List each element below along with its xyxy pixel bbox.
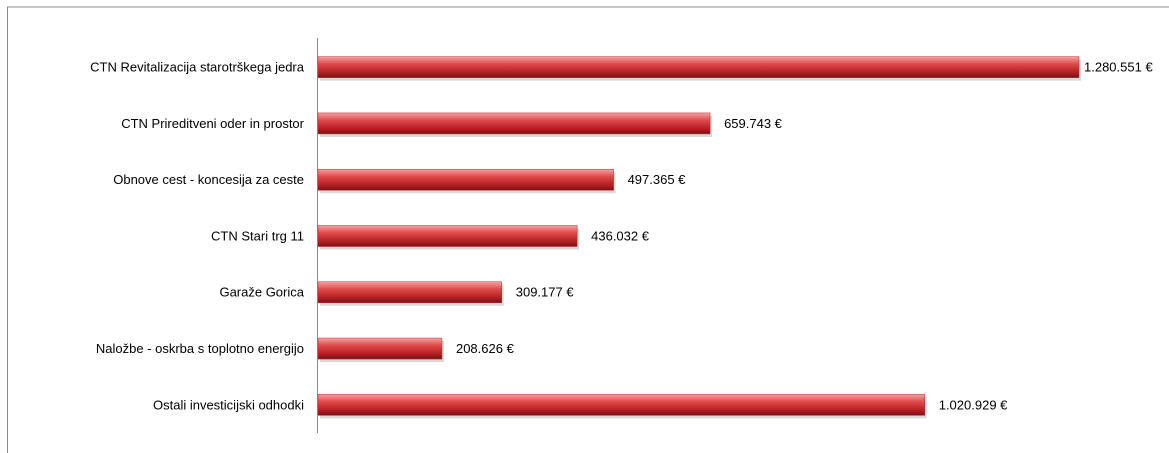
data-label: 309.177 €: [516, 285, 575, 300]
bar: [317, 281, 502, 304]
data-label: 1.280.551 €: [1084, 60, 1153, 75]
bar: [317, 337, 443, 360]
y-tick-label: CTN Prireditveni oder in prostor: [121, 116, 304, 131]
y-tick-label: Garaže Gorica: [219, 285, 304, 300]
bar: [317, 168, 614, 191]
data-label: 1.020.929 €: [939, 397, 1008, 412]
y-tick-label: Naložbe - oskrba s toplotno energijo: [96, 341, 304, 356]
data-label: 659.743 €: [724, 116, 783, 131]
y-tick-label: CTN Revitalizacija starotrškega jedra: [90, 60, 305, 75]
y-tick-label: Ostali investicijski odhodki: [153, 397, 304, 412]
bar: [317, 225, 578, 247]
data-label: 208.626 €: [456, 341, 515, 356]
bar: [317, 394, 925, 416]
data-label: 497.365 €: [628, 172, 687, 187]
bar: [317, 112, 711, 135]
y-tick-label: Obnove cest - koncesija za ceste: [113, 172, 304, 187]
bar: [317, 56, 1080, 78]
data-label: 436.032 €: [591, 228, 650, 243]
y-tick-label: CTN Stari trg 11: [211, 228, 304, 243]
